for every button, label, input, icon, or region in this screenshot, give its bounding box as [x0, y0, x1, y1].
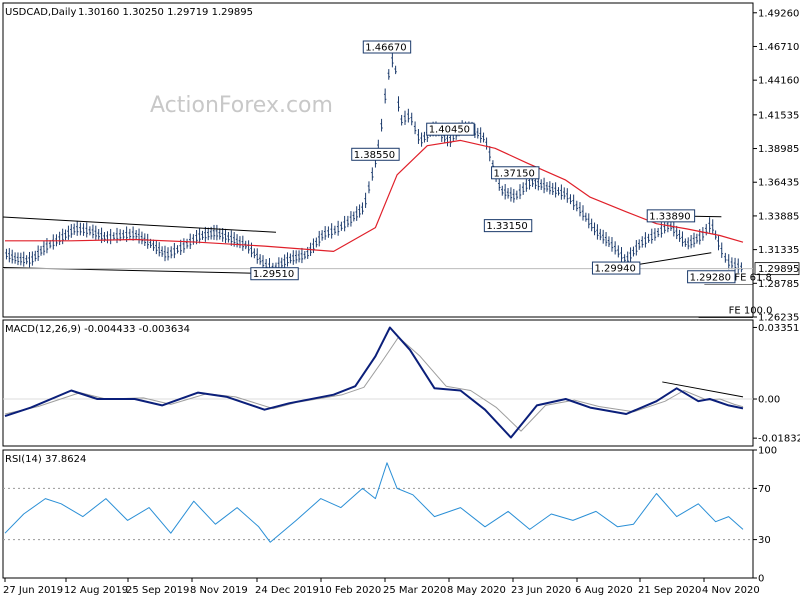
price-tick-label: 1.36435 — [758, 178, 799, 189]
price-annotation-label: 1.29510 — [253, 269, 294, 280]
rsi-axis: 100 70 30 0 — [753, 446, 777, 585]
price-tick-label: 1.44160 — [758, 76, 799, 87]
x-tick-label: 27 Jun 2019 — [3, 585, 63, 596]
fe-label: FE 100.0 — [729, 306, 773, 317]
last-price-box — [754, 262, 800, 276]
moving-average-line — [5, 139, 744, 252]
price-tick-label: 1.41535 — [758, 110, 799, 121]
trendline-upper — [2, 216, 277, 233]
price-tick-label: 1.28785 — [758, 279, 799, 290]
price-tick-label: 1.49260 — [758, 8, 799, 19]
price-annotation-box — [591, 261, 641, 275]
ohlc-readout: 1.30160 1.30250 1.29719 1.29895 — [78, 7, 253, 18]
price-annotation-box — [483, 219, 533, 233]
price-axis: 1.49260 1.46710 1.44160 1.41535 1.38985 1.364… — [753, 8, 799, 324]
price-annotation-box — [687, 270, 736, 284]
price-annotation-label: 1.40450 — [429, 125, 470, 136]
macd-axis: 0.033515 0.00 -0.018324 — [753, 323, 800, 445]
price-annotation-label: 1.29280 — [690, 272, 731, 283]
macd-tick-label: 0.033515 — [758, 323, 800, 334]
price-tick-label: 1.33885 — [758, 211, 799, 222]
x-tick-label: 12 Aug 2019 — [64, 585, 128, 596]
macd-panel: MACD(12,26,9) -0.004433 -0.003634 0.0335… — [2, 319, 800, 447]
x-tick-label: 4 Nov 2020 — [702, 585, 760, 596]
rsi-title: RSI(14) 37.8624 — [5, 454, 86, 465]
price-panel: ActionForex.com USDCAD,Daily 1.30160 1.3… — [2, 2, 800, 324]
price-annotation-label: 1.38550 — [354, 150, 395, 161]
fe-label: FE 61.8 — [734, 273, 772, 284]
x-tick-label: 23 Jun 2020 — [511, 585, 571, 596]
price-annotation-box — [250, 267, 299, 281]
price-annotation-label: 1.29940 — [594, 264, 635, 275]
rsi-line — [4, 462, 744, 543]
x-tick-label: 6 Aug 2020 — [575, 585, 633, 596]
chart-title: USDCAD,Daily — [5, 7, 76, 18]
price-tick-label: 1.31335 — [758, 245, 799, 256]
price-annotation-label: 1.37150 — [494, 168, 535, 179]
rsi-tick-label: 30 — [758, 535, 771, 546]
rsi-tick-label: 100 — [758, 446, 777, 457]
macd-line — [4, 326, 744, 439]
macd-tick-label: 0.00 — [758, 395, 780, 406]
x-tick-label: 24 Dec 2019 — [255, 585, 319, 596]
rsi-series — [3, 462, 753, 543]
price-tick-label: 1.38985 — [758, 144, 799, 155]
macd-signal-line — [4, 336, 744, 432]
x-tick-label: 25 Mar 2020 — [383, 585, 446, 596]
price-tick-label: 1.26235 — [758, 313, 799, 324]
price-annotation-label: 1.33150 — [486, 221, 527, 232]
rsi-panel: RSI(14) 37.8624 100 70 30 0 — [2, 446, 777, 585]
x-tick-label: 10 Feb 2020 — [319, 585, 381, 596]
price-annotation-box — [426, 122, 475, 136]
price-annotation-box — [646, 209, 696, 223]
rsi-tick-label: 70 — [758, 484, 771, 495]
price-annotation-label: 1.33890 — [649, 211, 690, 222]
macd-title: MACD(12,26,9) -0.004433 -0.003634 — [5, 324, 190, 335]
last-price-label: 1.29895 — [758, 264, 799, 275]
price-annotation-box — [351, 147, 400, 161]
x-tick-label: 8 May 2020 — [447, 585, 506, 596]
price-annotation-box — [362, 40, 412, 54]
price-series: 1.29895 — [2, 51, 800, 276]
rsi-tick-label: 0 — [758, 574, 764, 585]
price-annotation-box — [491, 166, 540, 180]
watermark: ActionForex.com — [150, 93, 333, 118]
macd-series — [3, 326, 753, 439]
price-annotation-label: 1.46670 — [365, 42, 406, 53]
macd-tick-label: -0.018324 — [758, 434, 800, 445]
x-tick-label: 21 Sep 2020 — [638, 585, 701, 596]
price-tick-label: 1.46710 — [758, 42, 799, 53]
macd-trendline — [662, 381, 744, 398]
price-annotations: 1.46670 1.38550 1.40450 1.37150 1.33150 1.295… — [250, 40, 773, 318]
x-tick-label: 25 Sep 2019 — [126, 585, 189, 596]
x-tick-label: 8 Nov 2019 — [190, 585, 248, 596]
